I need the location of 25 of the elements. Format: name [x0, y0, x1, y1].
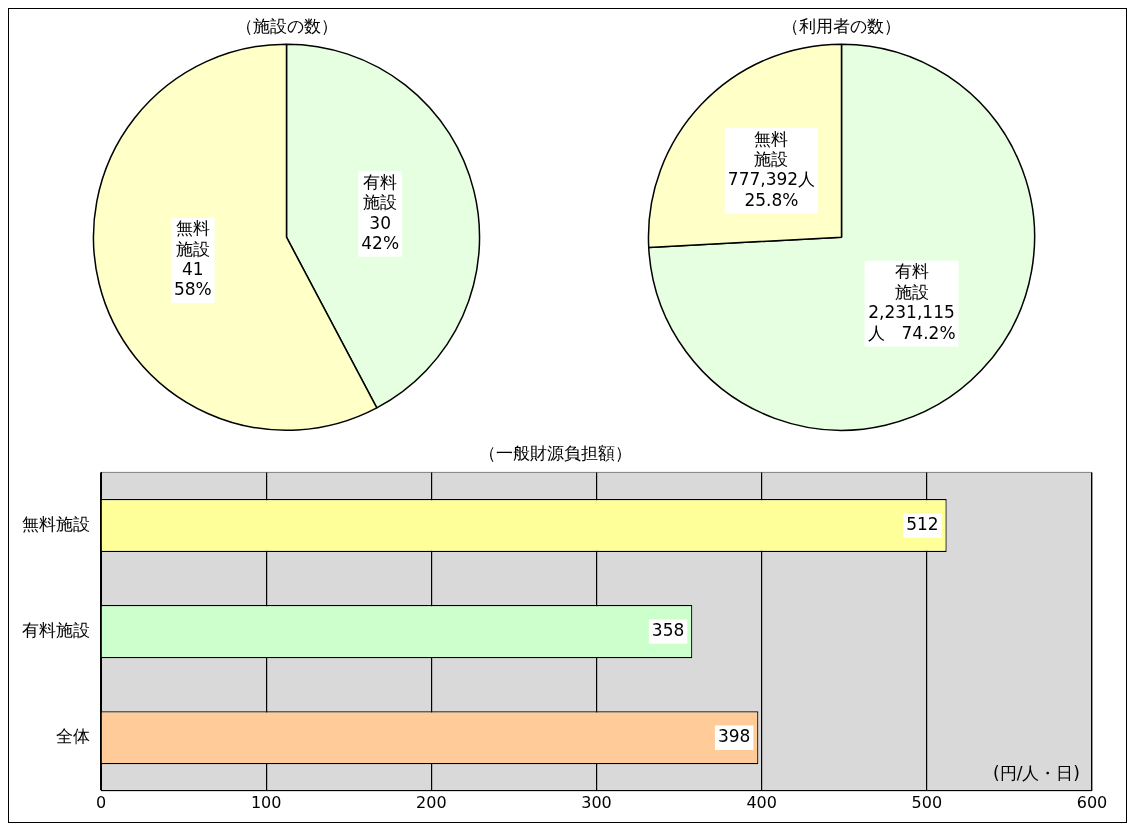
chart-title: （一般財源負担額）	[479, 442, 632, 463]
chart-title: （施設の数）	[235, 15, 338, 36]
x-tick-label: 400	[746, 792, 777, 812]
x-tick-label: 100	[250, 792, 282, 812]
data-label: 777,392人 25.8%	[727, 169, 816, 210]
data-label: 398	[717, 725, 751, 746]
slice-label: 無料施設	[754, 128, 789, 169]
data-label: 41 58%	[173, 259, 212, 300]
y-tick-label: 無料施設	[22, 513, 90, 534]
x-tick-label: 300	[581, 792, 612, 812]
slice-label: 無料施設	[175, 218, 210, 259]
y-tick-label: 有料施設	[22, 619, 90, 640]
slice-label: 有料施設	[894, 261, 929, 302]
chart-title: （利用者の数）	[782, 15, 901, 36]
data-label: 2,231,115 人 74.2%	[867, 302, 956, 343]
annotation: (円/人・日)	[993, 762, 1080, 783]
data-label: 358	[651, 619, 685, 640]
y-tick-label: 全体	[56, 725, 90, 746]
data-label: 512	[906, 513, 939, 534]
x-tick-label: 600	[1076, 792, 1108, 812]
slice-label: 有料施設	[363, 171, 398, 213]
x-tick-label: 0	[95, 792, 107, 812]
data-label: 30 42%	[361, 212, 400, 253]
x-tick-label: 500	[911, 792, 943, 812]
x-tick-label: 200	[416, 792, 447, 812]
